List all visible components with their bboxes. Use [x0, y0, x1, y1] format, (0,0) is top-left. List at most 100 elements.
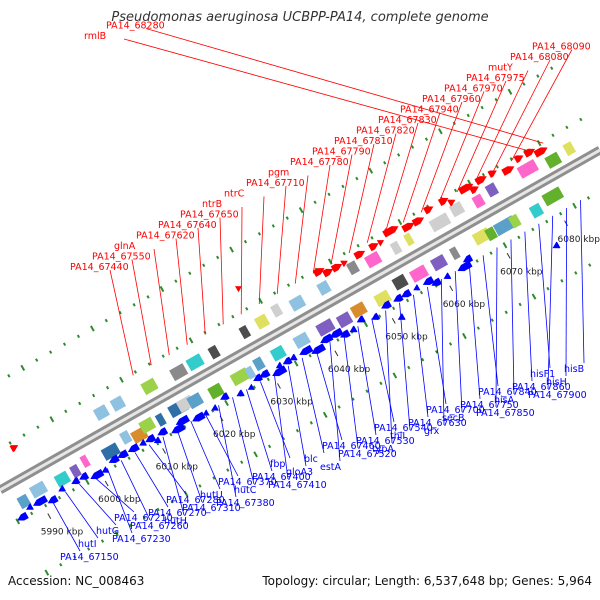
feature-block — [109, 395, 127, 412]
feature-block — [544, 151, 563, 169]
reverse-gene-label[interactable]: blc — [304, 454, 318, 465]
reverse-gene-label[interactable]: PA14_67280 — [166, 495, 225, 506]
label-leader — [402, 112, 441, 223]
feature-block — [349, 301, 368, 319]
reverse-gene — [108, 454, 120, 463]
reverse-gene-label[interactable]: hisB — [564, 364, 584, 375]
track-dot — [378, 314, 382, 319]
reverse-gene-label[interactable]: PA14_67860 — [512, 382, 571, 393]
feature-block — [363, 250, 383, 269]
reverse-gene-label[interactable]: hisF1 — [530, 369, 555, 380]
feature-block — [335, 311, 354, 329]
reverse-gene — [397, 313, 406, 320]
track-dot — [243, 239, 248, 244]
backbone-highlight — [0, 148, 600, 492]
reverse-gene-label[interactable]: PA14_67400 — [252, 472, 311, 483]
label-leader — [123, 38, 530, 152]
reverse-gene-label[interactable]: PA14_67310 — [182, 503, 241, 514]
forward-gene-label[interactable]: PA14_67440 — [70, 262, 129, 273]
forward-gene-label[interactable]: PA14_67790 — [312, 147, 371, 158]
reverse-gene-label[interactable]: PA14_67260 — [130, 521, 189, 532]
track-dot — [64, 409, 68, 414]
track-dot — [410, 145, 415, 149]
reverse-gene-label[interactable]: secB — [442, 413, 465, 424]
forward-gene-label[interactable]: PA14_67780 — [290, 157, 349, 168]
track-dot — [337, 405, 341, 409]
reverse-gene-label[interactable]: hutU — [200, 490, 223, 501]
forward-gene — [533, 147, 548, 158]
reverse-gene-label[interactable]: hutC — [234, 485, 257, 496]
forward-gene-label[interactable]: PA14_68090 — [532, 42, 591, 53]
forward-gene-label[interactable]: ntrB — [202, 199, 222, 210]
reverse-gene-label[interactable]: thiI — [390, 431, 405, 442]
forward-gene-label[interactable]: glnA — [114, 241, 136, 252]
reverse-gene-label[interactable]: PA14_67380 — [216, 498, 275, 509]
axis-tick — [162, 448, 167, 454]
forward-gene-label[interactable]: PA14_68080 — [510, 52, 569, 63]
reverse-gene-label[interactable]: PA14_67270 — [148, 508, 207, 519]
forward-gene-label[interactable]: PA14_67960 — [422, 94, 481, 105]
label-leader — [259, 381, 291, 459]
forward-gene — [401, 222, 415, 233]
forward-gene-label[interactable]: PA14_68280 — [106, 21, 165, 32]
track-dot — [545, 219, 549, 224]
forward-gene-label[interactable]: PA14_67620 — [136, 231, 195, 242]
reverse-gene-label[interactable]: hutG — [96, 526, 119, 537]
forward-gene-label[interactable]: PA14_67640 — [158, 220, 217, 231]
reverse-gene-label[interactable]: hisA — [494, 395, 515, 406]
reverse-gene-label[interactable]: PA14_67850 — [476, 408, 535, 419]
reverse-gene — [236, 389, 245, 397]
reverse-gene-label[interactable]: PA14_67210 — [114, 513, 173, 524]
forward-gene-label[interactable]: PA14_67550 — [92, 252, 151, 263]
forward-gene-label[interactable]: PA14_67830 — [378, 115, 437, 126]
feature-block — [207, 344, 221, 360]
label-leader — [176, 428, 203, 503]
forward-gene-label[interactable]: rmlB — [84, 31, 106, 42]
reverse-gene-label[interactable]: PA14_67700 — [426, 405, 485, 416]
gene-labels: PA14_67440PA14_67550glnAPA14_67620PA14_6… — [51, 21, 591, 563]
reverse-gene-label[interactable]: fbp — [270, 459, 285, 470]
track-dot — [536, 140, 542, 147]
track-dot — [559, 211, 563, 216]
forward-gene — [376, 240, 385, 247]
reverse-gene-label[interactable]: PA14_67840 — [478, 387, 537, 398]
reverse-gene-label[interactable]: PA14_67750 — [460, 400, 519, 411]
reverse-gene-label[interactable]: hisH — [546, 377, 567, 388]
reverse-gene-label[interactable]: PA14_67530 — [356, 436, 415, 447]
reverse-gene — [153, 436, 162, 444]
forward-gene-label[interactable]: PA14_67970 — [444, 84, 503, 95]
reverse-gene-label[interactable]: PA14_67410 — [268, 480, 327, 491]
forward-gene-label[interactable]: PA14_67975 — [466, 73, 525, 84]
reverse-gene-label[interactable]: gloA3 — [286, 467, 313, 478]
reverse-gene — [275, 361, 284, 369]
reverse-gene-label[interactable]: grx — [424, 426, 440, 437]
forward-gene-label[interactable]: PA14_67820 — [356, 126, 415, 137]
feature-block — [79, 454, 91, 469]
reverse-gene-label[interactable]: PA14_67540 — [374, 423, 433, 434]
track-dot — [202, 263, 206, 268]
forward-gene-label[interactable]: PA14_67650 — [180, 210, 239, 221]
reverse-gene — [127, 443, 140, 453]
forward-gene-label[interactable]: PA14_67810 — [334, 136, 393, 147]
track-dot — [295, 428, 300, 433]
forward-gene-label[interactable]: mutY — [488, 63, 513, 74]
feature-block — [252, 356, 266, 372]
axis-tick-label: 6010 kbp — [156, 463, 199, 473]
reverse-gene-label[interactable]: estA — [320, 462, 342, 473]
reverse-gene-label[interactable]: PA14_67370 — [218, 477, 277, 488]
reverse-gene-label[interactable]: hutH — [164, 516, 187, 527]
reverse-gene-label[interactable]: PA14_67230 — [112, 534, 171, 545]
reverse-gene-label[interactable]: PA14_67900 — [528, 390, 587, 401]
reverse-gene-label[interactable]: PA14_67150 — [60, 552, 119, 563]
forward-gene-label[interactable]: pgm — [268, 168, 289, 179]
reverse-gene-label[interactable]: typA — [372, 444, 394, 455]
forward-gene-label[interactable]: PA14_67710 — [246, 178, 305, 189]
axis-tick — [277, 383, 281, 389]
label-leader — [294, 175, 309, 284]
reverse-gene-label[interactable]: PA14_67630 — [408, 418, 467, 429]
reverse-gene-label[interactable]: hutI — [78, 539, 97, 550]
forward-gene-label[interactable]: ntrC — [224, 189, 245, 200]
reverse-gene-label[interactable]: PA14_67520 — [338, 449, 397, 460]
reverse-gene-label[interactable]: PA14_67460 — [322, 441, 381, 452]
